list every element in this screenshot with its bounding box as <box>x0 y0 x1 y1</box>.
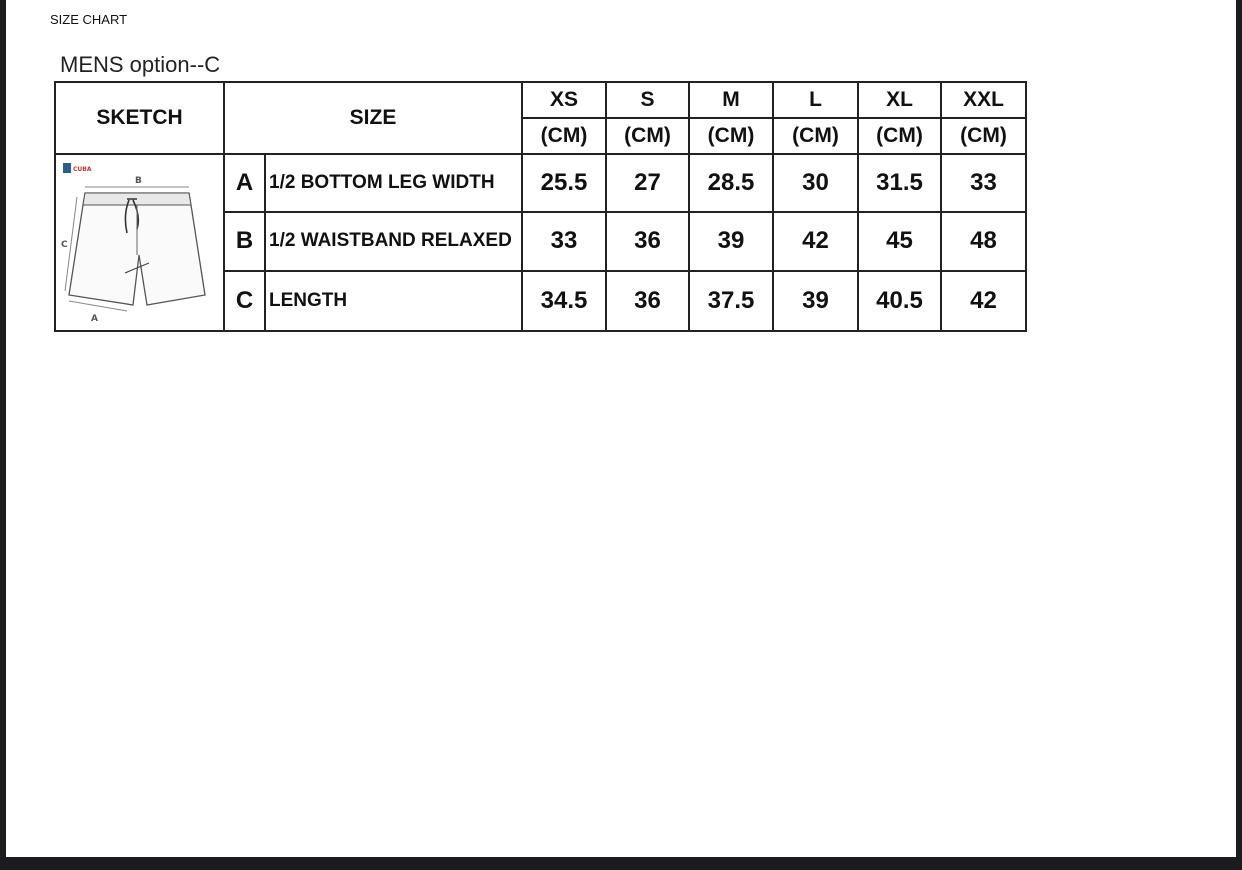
document-page: SIZE CHART MENS option--C SKETCH SIZE XS… <box>6 0 1236 857</box>
document-title: SIZE CHART <box>50 12 128 27</box>
unit-label: (CM) <box>605 117 690 155</box>
unit-label: (CM) <box>940 117 1027 155</box>
size-l: L <box>772 81 859 119</box>
table-row: C LENGTH 34.5 36 37.5 39 40.5 42 <box>55 269 1027 333</box>
shorts-sketch: CUBA B C A <box>54 153 225 332</box>
measurement-label: LENGTH <box>264 269 523 333</box>
table-row: CUBA B C A A 1/2 BOTTOM LEG WIDTH 25.5 2… <box>54 152 1027 332</box>
size-xxl: XXL <box>940 81 1027 119</box>
value-cell: 48 <box>940 211 1027 272</box>
value-cell: 42 <box>772 211 859 272</box>
value-cell: 28.5 <box>688 152 774 214</box>
size-xl: XL <box>857 81 942 119</box>
size-xs: XS <box>521 81 607 119</box>
table-row: B 1/2 WAISTBAND RELAXED 33 36 39 42 45 4… <box>55 211 1027 272</box>
value-cell: 45 <box>857 211 942 272</box>
unit-label: (CM) <box>688 117 774 155</box>
size-chart-table: SKETCH SIZE XS S M L XL XXL (CM) (CM) (C… <box>54 81 1027 333</box>
dimension-c: C <box>61 240 68 250</box>
value-cell: 36 <box>605 211 690 272</box>
value-cell: 39 <box>688 211 774 272</box>
unit-label: (CM) <box>772 117 859 155</box>
measurement-letter: A <box>223 152 266 214</box>
value-cell: 40.5 <box>857 269 942 333</box>
table-title: MENS option--C <box>60 52 221 77</box>
dimension-a: A <box>91 314 98 324</box>
value-cell: 33 <box>940 152 1027 214</box>
value-cell: 37.5 <box>688 269 774 333</box>
dimension-b: B <box>135 176 142 186</box>
value-cell: 25.5 <box>521 152 607 214</box>
value-cell: 42 <box>940 269 1027 333</box>
size-m: M <box>688 81 774 119</box>
logo-text: CUBA <box>73 166 92 173</box>
value-cell: 34.5 <box>521 269 607 333</box>
measurement-label: 1/2 WAISTBAND RELAXED <box>264 211 523 272</box>
measurement-letter: C <box>223 269 266 333</box>
value-cell: 31.5 <box>857 152 942 214</box>
sketch-header: SKETCH <box>54 81 225 155</box>
size-s: S <box>605 81 690 119</box>
value-cell: 27 <box>605 152 690 214</box>
value-cell: 30 <box>772 152 859 214</box>
value-cell: 39 <box>772 269 859 333</box>
measurement-letter: B <box>223 211 266 272</box>
unit-label: (CM) <box>857 117 942 155</box>
unit-label: (CM) <box>521 117 607 155</box>
value-cell: 33 <box>521 211 607 272</box>
size-header: SIZE <box>223 81 523 155</box>
value-cell: 36 <box>605 269 690 333</box>
shorts-sketch-icon: CUBA B C A <box>61 163 206 324</box>
measurement-label: 1/2 BOTTOM LEG WIDTH <box>264 152 523 214</box>
